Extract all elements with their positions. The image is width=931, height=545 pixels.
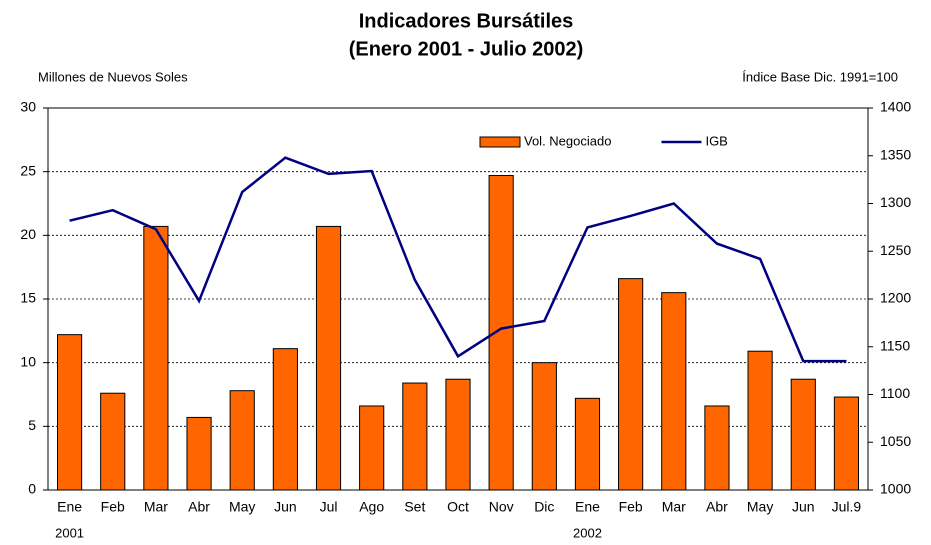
y-tick-label: 15 xyxy=(20,290,36,306)
x-tick-label: May xyxy=(229,499,255,515)
y2-tick-label: 1400 xyxy=(880,99,911,115)
x-tick-label: Nov xyxy=(489,499,514,515)
chart-subtitle: (Enero 2001 - Julio 2002) xyxy=(349,38,584,60)
x-tick-label: Jun xyxy=(274,499,297,515)
y2-tick-label: 1200 xyxy=(880,290,911,306)
x-tick-label: Feb xyxy=(101,499,125,515)
x-tick-label: Jul xyxy=(320,499,338,515)
bar xyxy=(143,225,169,491)
x-tick-label: Mar xyxy=(144,499,168,515)
x-tick-label: Abr xyxy=(188,499,210,515)
x-tick-label: Feb xyxy=(619,499,643,515)
x-tick-label: Jul.9 xyxy=(832,499,862,515)
year-label: 2002 xyxy=(573,525,602,540)
x-tick-label: Mar xyxy=(662,499,686,515)
bar xyxy=(833,396,860,491)
y-tick-label: 30 xyxy=(20,99,36,115)
y-tick-label: 10 xyxy=(20,353,36,369)
bar xyxy=(402,382,428,491)
chart-title: Indicadores Bursátiles xyxy=(359,10,574,32)
y2-tick-label: 1050 xyxy=(880,433,911,449)
bar xyxy=(186,416,212,491)
bar xyxy=(229,390,255,491)
y2-axis-label: Índice Base Dic. 1991=100 xyxy=(742,69,898,84)
y2-tick-label: 1150 xyxy=(880,337,910,353)
x-tick-label: Ene xyxy=(575,499,600,515)
y2-tick-label: 1250 xyxy=(880,242,911,258)
y-tick-label: 20 xyxy=(20,226,36,242)
bar xyxy=(747,350,773,491)
x-tick-label: May xyxy=(747,499,773,515)
bar xyxy=(531,362,557,491)
year-label: 2001 xyxy=(55,525,84,540)
x-tick-label: Set xyxy=(404,499,425,515)
x-tick-label: Ago xyxy=(359,499,384,515)
x-tick-label: Dic xyxy=(534,499,554,515)
legend-label: Vol. Negociado xyxy=(524,133,611,148)
x-tick-label: Oct xyxy=(447,499,469,515)
y-tick-label: 5 xyxy=(28,417,36,433)
bar xyxy=(790,378,816,491)
bar xyxy=(445,378,471,491)
y2-tick-label: 1300 xyxy=(880,194,911,210)
bar xyxy=(359,405,385,491)
y2-tick-label: 1350 xyxy=(880,146,911,162)
plot-frame xyxy=(47,107,869,491)
y-tick-label: 0 xyxy=(28,481,36,497)
x-tick-label: Jun xyxy=(792,499,815,515)
bar xyxy=(574,397,601,491)
bar xyxy=(272,348,298,491)
y2-tick-label: 1000 xyxy=(880,481,911,497)
legend-swatch xyxy=(479,136,521,148)
bar xyxy=(315,225,342,491)
legend-label: IGB xyxy=(705,133,727,148)
bar xyxy=(661,292,687,491)
y2-tick-label: 1100 xyxy=(880,385,910,401)
line xyxy=(69,156,847,363)
y-axis-label: Millones de Nuevos Soles xyxy=(38,69,188,84)
y-tick-label: 25 xyxy=(20,162,36,178)
bar xyxy=(100,392,126,491)
bar xyxy=(56,334,83,491)
bar xyxy=(704,405,730,491)
bar xyxy=(618,278,644,491)
x-tick-label: Abr xyxy=(706,499,728,515)
x-tick-label: Ene xyxy=(57,499,82,515)
